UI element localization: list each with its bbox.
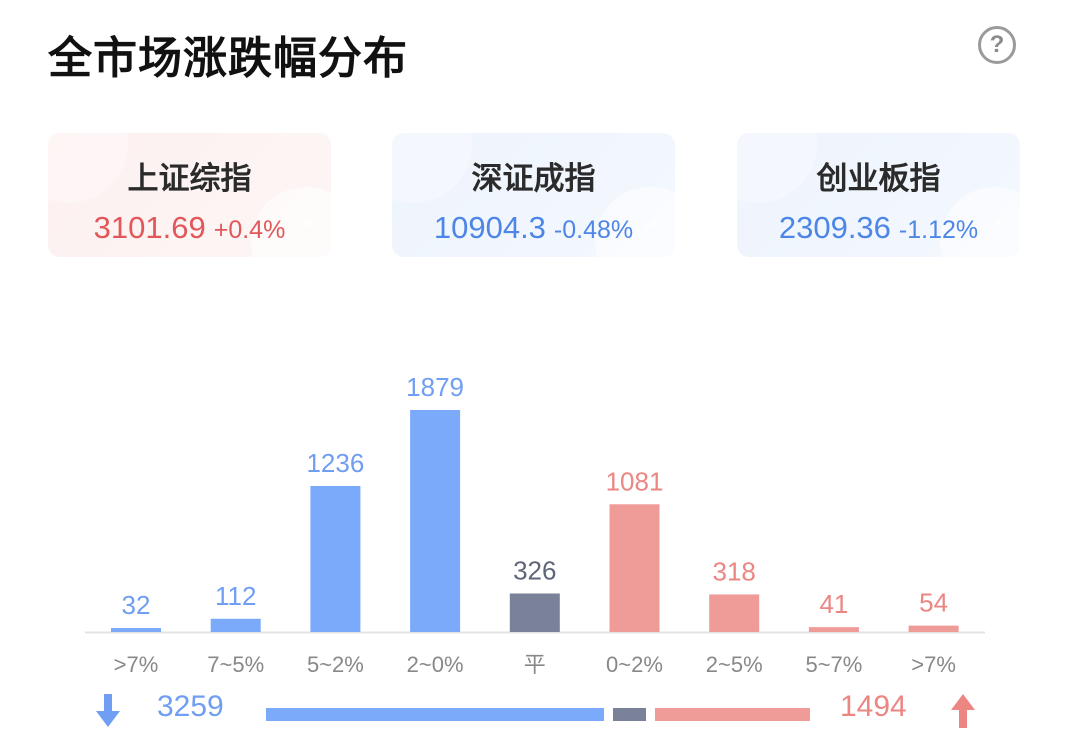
- category-tick-label: >7%: [911, 652, 956, 677]
- index-change: -0.48%: [553, 216, 634, 244]
- category-tick-label: 5~7%: [805, 652, 862, 677]
- bar-value-label: 1879: [406, 372, 464, 402]
- bar-value-label: 1081: [606, 466, 664, 496]
- trend-chart-icon: ↗: [296, 213, 315, 238]
- category-tick-label: 2~5%: [706, 652, 763, 677]
- arrow-down-icon: [96, 694, 120, 727]
- category-tick-label: 平: [524, 652, 546, 677]
- bar: [210, 618, 261, 632]
- down-total: 3259: [157, 690, 224, 723]
- category-tick-label: 0~2%: [606, 652, 663, 677]
- bar-value-label: 32: [122, 590, 151, 620]
- trend-chart-icon: ↗: [640, 213, 659, 238]
- bar: [509, 593, 560, 632]
- bar-value-label: 326: [513, 555, 556, 585]
- index-name: 上证综指: [127, 161, 252, 196]
- bar: [609, 504, 660, 632]
- index-card-szse[interactable]: 深证成指 10904.3 -0.48% ↗: [392, 133, 675, 257]
- index-card-chinext[interactable]: 创业板指 2309.36 -1.12% ↗: [737, 133, 1020, 257]
- bar: [709, 594, 760, 632]
- bar-value-label: 318: [713, 556, 756, 586]
- index-price: 3101.69: [93, 210, 206, 245]
- up-proportion-bar: [655, 708, 810, 721]
- bar: [410, 410, 461, 632]
- bar-value-label: 1236: [306, 448, 364, 478]
- category-tick-label: 7~5%: [207, 652, 264, 677]
- flat-proportion-bar: [612, 708, 647, 721]
- up-total: 1494: [840, 690, 907, 723]
- down-proportion-bar: [266, 708, 604, 721]
- page-title: 全市场涨跌幅分布: [48, 34, 408, 83]
- bar: [310, 485, 361, 632]
- arrow-up-icon: [951, 694, 975, 728]
- bar: [808, 627, 859, 632]
- index-price: 10904.3: [433, 210, 546, 245]
- index-price: 2309.36: [778, 210, 891, 245]
- bar: [908, 625, 959, 632]
- index-change: +0.4%: [213, 216, 286, 244]
- index-name: 创业板指: [816, 161, 941, 196]
- bar: [111, 628, 161, 632]
- question-circle-icon[interactable]: ?: [978, 26, 1016, 64]
- category-tick-label: 5~2%: [307, 652, 364, 677]
- bar-value-label: 112: [215, 581, 256, 611]
- category-tick-label: >7%: [114, 652, 159, 677]
- bar-value-label: 41: [819, 589, 848, 619]
- distribution-chart: 32 >7% 112 7~5% 1236 5~2% 1879 2~0% 326 平 1081 0~2%…: [85, 372, 985, 677]
- trend-chart-icon: ↗: [985, 213, 1004, 238]
- bar-value-label: 54: [919, 588, 948, 618]
- index-change: -1.12%: [898, 216, 979, 244]
- index-name: 深证成指: [471, 161, 596, 196]
- category-tick-label: 2~0%: [407, 652, 464, 677]
- index-card-sse[interactable]: 上证综指 3101.69 +0.4% ↗: [48, 133, 331, 257]
